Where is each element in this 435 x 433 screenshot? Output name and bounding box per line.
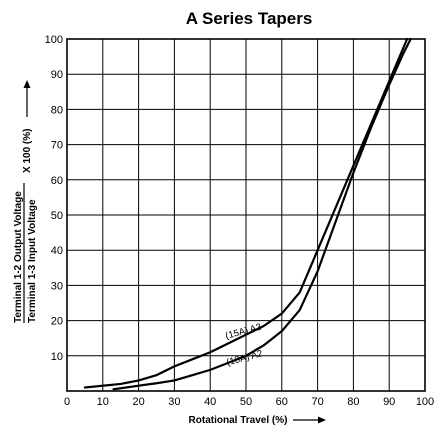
- y-axis-label-multiplier: X 100 (%): [22, 129, 33, 173]
- x-axis-arrow: [293, 416, 326, 424]
- grid-lines: [67, 39, 425, 391]
- x-tick-label: 100: [416, 396, 434, 408]
- series-label-10a-a2: (10A) A2: [225, 348, 264, 368]
- x-tick-label: 70: [311, 396, 323, 408]
- x-tick-label: 20: [132, 396, 144, 408]
- y-tick-labels: 10 20 30 40 50 60 70 80 90 100: [45, 34, 63, 363]
- chart-title: A Series Tapers: [186, 9, 313, 28]
- y-tick-label: 40: [51, 245, 63, 257]
- y-tick-label: 70: [51, 140, 63, 152]
- x-tick-label: 60: [276, 396, 288, 408]
- series-label-15a-a3: (15A) A3: [224, 322, 263, 342]
- x-axis-label: Rotational Travel (%): [189, 415, 288, 426]
- series-line-0: [83, 37, 409, 389]
- y-tick-label: 80: [51, 104, 63, 116]
- series-lines: [83, 37, 412, 391]
- y-tick-label: 30: [51, 280, 63, 292]
- y-tick-label: 20: [51, 316, 63, 328]
- y-tick-label: 10: [51, 351, 63, 363]
- x-tick-label: 30: [168, 396, 180, 408]
- y-axis-label-denominator: Terminal 1-3 Input Voltage: [27, 199, 38, 323]
- x-tick-label: 50: [240, 396, 252, 408]
- x-tick-label: 80: [347, 396, 359, 408]
- y-tick-label: 100: [45, 34, 63, 46]
- y-axis-arrow: [23, 80, 31, 117]
- series-line-1: [112, 37, 412, 391]
- y-tick-label: 50: [51, 210, 63, 222]
- x-tick-label: 90: [383, 396, 395, 408]
- plot-frame: [66, 38, 426, 392]
- y-tick-label: 90: [51, 69, 63, 81]
- x-tick-label: 0: [64, 396, 70, 408]
- x-tick-labels: 0 10 20 30 40 50 60 70 80 90 100: [64, 396, 434, 408]
- y-axis-label-numerator: Terminal 1-2 Output Voltage: [13, 191, 24, 323]
- x-tick-label: 40: [204, 396, 216, 408]
- y-tick-label: 60: [51, 175, 63, 187]
- x-tick-label: 10: [97, 396, 109, 408]
